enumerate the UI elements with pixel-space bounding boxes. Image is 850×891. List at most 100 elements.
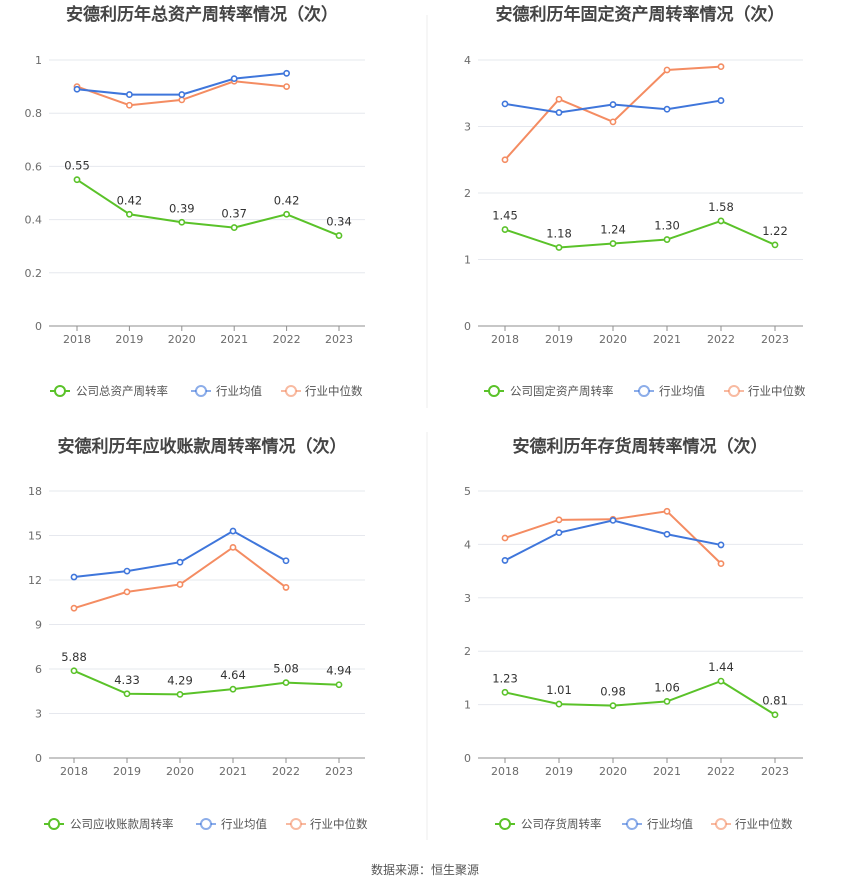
- legend-label: 公司总资产周转率: [76, 384, 168, 398]
- data-label: 0.98: [600, 685, 626, 699]
- data-point-company: [717, 677, 725, 685]
- x-tick-label: 2020: [166, 765, 194, 778]
- data-point-industry_avg: [555, 529, 563, 537]
- data-label: 0.81: [762, 694, 788, 708]
- legend-marker: [48, 818, 60, 830]
- legend-label: 行业均值: [216, 384, 262, 398]
- x-tick-label: 2019: [115, 333, 143, 346]
- y-tick-label: 18: [28, 485, 42, 498]
- y-tick-label: 0: [35, 320, 42, 333]
- data-label: 5.08: [273, 662, 299, 676]
- y-tick-label: 0: [35, 752, 42, 765]
- data-point-company: [555, 700, 563, 708]
- series-line-company: [504, 219, 776, 249]
- legend-label: 行业中位数: [748, 384, 806, 398]
- legend-label: 行业均值: [647, 817, 693, 831]
- y-tick-label: 4: [464, 54, 471, 67]
- legend-item-company: 公司总资产周转率: [50, 384, 168, 398]
- chart-title: 安德利历年存货周转率情况（次）: [513, 436, 768, 457]
- legend-label: 公司存货周转率: [521, 817, 602, 831]
- data-point-company: [176, 690, 184, 698]
- chart-title: 安德利历年固定资产周转率情况（次）: [496, 4, 785, 25]
- legend-marker: [285, 385, 297, 397]
- legend-item-company: 公司存货周转率: [495, 817, 602, 831]
- legend-item-industry_median: 行业中位数: [711, 817, 793, 831]
- y-tick-label: 1: [464, 699, 471, 712]
- y-tick-label: 1: [464, 254, 471, 267]
- data-point-industry_avg: [73, 85, 81, 93]
- data-label: 0.42: [274, 193, 300, 207]
- data-point-company: [555, 244, 563, 251]
- data-point-industry_median: [555, 516, 563, 524]
- y-tick-label: 2: [464, 187, 471, 200]
- data-point-industry_avg: [178, 91, 186, 98]
- data-point-company: [501, 226, 509, 233]
- legend-marker: [200, 818, 212, 830]
- data-point-industry_avg: [70, 573, 78, 581]
- series-line-company: [504, 679, 776, 716]
- legend-marker: [488, 385, 500, 397]
- data-point-industry_median: [178, 96, 186, 104]
- data-point-industry_avg: [609, 516, 617, 524]
- data-label: 0.34: [326, 215, 352, 229]
- x-tick-label: 2022: [273, 333, 301, 346]
- series-line-company: [76, 178, 340, 237]
- data-point-industry_median: [283, 83, 290, 90]
- chart-1: 安德利历年总资产周转率情况（次） 0 0.2 0.4 0.6 0.8 1 2018 2019 20…: [25, 4, 365, 398]
- data-point-industry_avg: [663, 105, 671, 113]
- x-tick-label: 2023: [761, 765, 789, 778]
- chart-title: 安德利历年应收账款周转率情况（次）: [58, 436, 347, 457]
- series-line-industry_median: [504, 65, 722, 161]
- data-label: 1.24: [600, 223, 626, 237]
- x-tick-label: 2019: [545, 765, 573, 778]
- data-point-industry_avg: [230, 75, 238, 83]
- data-point-company: [230, 224, 238, 231]
- legend-label: 行业中位数: [305, 384, 363, 398]
- data-label: 1.45: [492, 209, 518, 223]
- data-point-company: [663, 236, 671, 243]
- data-point-company: [229, 685, 237, 693]
- x-tick-label: 2020: [599, 765, 627, 778]
- data-point-industry_avg: [282, 557, 290, 565]
- data-label: 1.44: [708, 660, 734, 674]
- data-point-company: [283, 210, 290, 218]
- data-point-company: [178, 218, 186, 226]
- x-tick-label: 2023: [325, 765, 353, 778]
- legend-marker: [195, 385, 207, 397]
- data-point-company: [335, 232, 343, 239]
- legend-item-industry_avg: 行业均值: [191, 384, 262, 398]
- chart-3: 安德利历年应收账款周转率情况（次） 0 3 6 9 12 15 18 2018 2019 2020 2…: [28, 436, 368, 831]
- data-point-company: [73, 176, 81, 184]
- y-tick-label: 4: [464, 538, 471, 551]
- chart-2: 安德利历年固定资产周转率情况（次） 0 1 2 3 4 2018 2019 2020 2021 20…: [464, 4, 806, 398]
- data-point-company: [70, 667, 78, 675]
- data-label: 0.37: [221, 207, 247, 221]
- data-label: 1.18: [546, 227, 572, 241]
- y-tick-label: 12: [28, 574, 42, 587]
- data-point-industry_avg: [176, 558, 184, 566]
- data-point-industry_median: [663, 66, 671, 74]
- data-label: 1.01: [546, 683, 572, 697]
- legend-label: 公司应收账款周转率: [70, 817, 174, 831]
- legend-label: 行业中位数: [310, 817, 368, 831]
- data-point-industry_avg: [125, 91, 133, 98]
- data-point-industry_avg: [717, 97, 725, 104]
- data-label: 1.30: [654, 219, 680, 233]
- series-line-company: [73, 669, 340, 696]
- data-label: 4.33: [114, 673, 140, 687]
- data-point-industry_median: [717, 63, 725, 71]
- data-point-industry_median: [555, 95, 563, 103]
- y-tick-label: 0.6: [25, 160, 43, 173]
- legend-label: 公司固定资产周转率: [510, 384, 614, 398]
- legend-marker: [715, 818, 727, 830]
- data-point-industry_avg: [283, 69, 290, 77]
- data-label: 1.23: [492, 671, 518, 685]
- data-point-industry_avg: [555, 109, 563, 116]
- data-label: 4.94: [326, 664, 352, 678]
- y-tick-label: 3: [464, 121, 471, 134]
- y-tick-label: 1: [35, 54, 42, 67]
- data-point-company: [335, 681, 343, 689]
- y-tick-label: 0.2: [25, 267, 43, 280]
- data-label: 5.88: [61, 650, 87, 664]
